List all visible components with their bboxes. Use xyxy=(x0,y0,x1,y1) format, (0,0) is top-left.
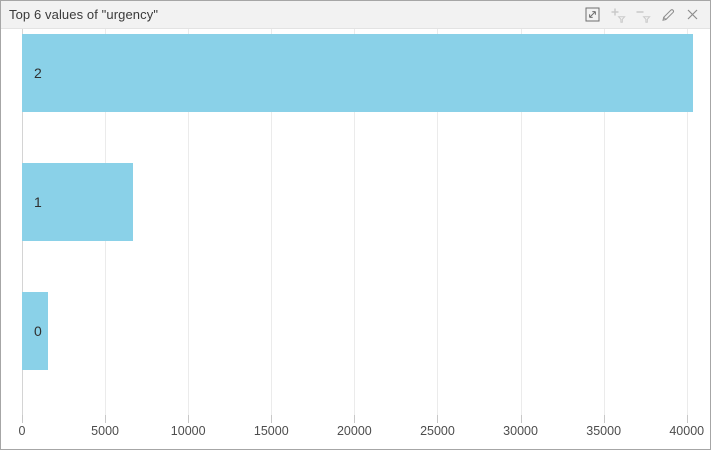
bar-label: 0 xyxy=(34,323,42,339)
x-tick xyxy=(188,415,190,423)
x-tick-label: 30000 xyxy=(503,424,538,438)
x-tick xyxy=(271,415,273,423)
panel-titlebar: Top 6 values of "urgency" xyxy=(1,1,710,29)
bar[interactable]: 1 xyxy=(22,163,134,241)
x-tick-label: 35000 xyxy=(586,424,622,438)
gridline xyxy=(188,29,190,415)
x-tick xyxy=(437,415,439,423)
x-tick-label: 20000 xyxy=(336,424,372,438)
x-tick xyxy=(686,415,688,423)
bar[interactable]: 2 xyxy=(22,34,694,112)
gridline xyxy=(437,29,439,415)
x-tick-label: 0 xyxy=(18,424,26,438)
panel-title: Top 6 values of "urgency" xyxy=(9,7,159,22)
expand-icon[interactable] xyxy=(584,6,601,23)
x-tick-label: 5000 xyxy=(91,424,119,438)
panel-toolbar xyxy=(584,6,701,23)
add-filter-icon[interactable] xyxy=(609,6,626,23)
x-tick-label: 25000 xyxy=(420,424,455,438)
gridline xyxy=(686,29,688,415)
bar-label: 2 xyxy=(34,65,42,81)
x-tick xyxy=(22,415,23,423)
remove-filter-icon[interactable] xyxy=(634,6,651,23)
gridline xyxy=(354,29,356,415)
bar-chart: 2 1 0 0 5000 10000 15000 20000 25000 30000 35000 4… xyxy=(1,29,710,448)
gridline xyxy=(603,29,605,415)
x-axis: 0 5000 10000 15000 20000 25000 30000 35000 40000 xyxy=(18,415,710,448)
plot-area: 2 1 0 xyxy=(22,29,710,415)
bar[interactable]: 0 xyxy=(22,292,48,370)
x-tick-label: 10000 xyxy=(170,424,206,438)
close-icon[interactable] xyxy=(684,6,701,23)
x-tick xyxy=(354,415,356,423)
bar-label: 1 xyxy=(34,194,42,210)
gridline xyxy=(520,29,522,415)
x-tick-label: 40000 xyxy=(669,424,705,438)
edit-icon[interactable] xyxy=(659,6,676,23)
x-tick xyxy=(520,415,522,423)
x-tick xyxy=(603,415,605,423)
x-tick-label: 15000 xyxy=(253,424,289,438)
x-tick xyxy=(105,415,107,423)
gridline xyxy=(271,29,273,415)
